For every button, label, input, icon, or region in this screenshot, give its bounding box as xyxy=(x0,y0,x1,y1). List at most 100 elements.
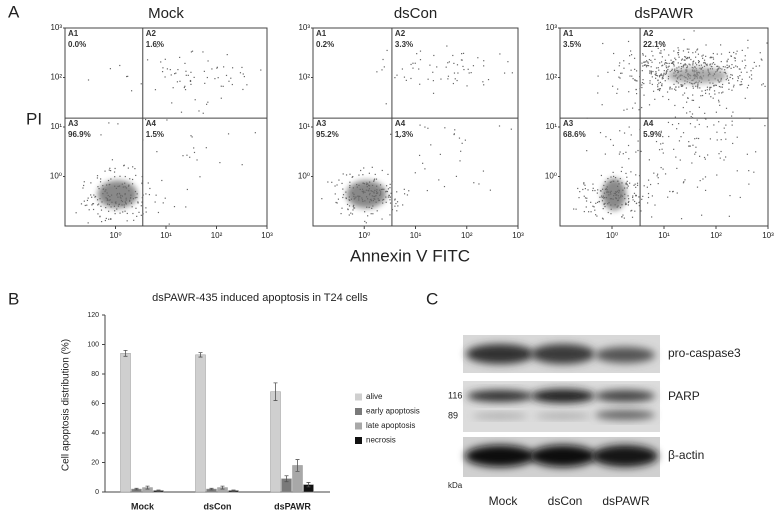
event-dot xyxy=(110,218,112,220)
event-dot xyxy=(109,167,111,169)
event-dot xyxy=(697,137,700,140)
event-dot xyxy=(674,68,676,70)
event-dot xyxy=(675,58,677,61)
event-dot xyxy=(132,212,134,215)
event-dot xyxy=(688,56,691,58)
event-dot xyxy=(755,151,757,153)
event-dot xyxy=(467,68,469,70)
event-dot xyxy=(614,192,617,195)
event-dot xyxy=(374,198,376,200)
event-dot xyxy=(719,157,721,159)
event-dot xyxy=(636,184,639,186)
quadrant-percent: 1.5% xyxy=(146,130,164,139)
event-dot xyxy=(677,52,679,54)
event-dot xyxy=(403,193,406,195)
event-dot xyxy=(99,181,102,183)
event-dot xyxy=(712,52,714,55)
event-dot xyxy=(630,134,632,136)
event-dot xyxy=(184,85,186,87)
event-dot xyxy=(456,79,458,82)
event-dot xyxy=(676,81,678,83)
event-dot xyxy=(592,189,594,192)
event-dot xyxy=(483,65,485,67)
event-dot xyxy=(629,75,631,77)
legend-label: early apoptosis xyxy=(366,407,420,416)
event-dot xyxy=(365,183,368,186)
event-dot xyxy=(709,63,711,65)
event-dot xyxy=(639,201,641,203)
event-dot xyxy=(710,65,712,68)
event-dot xyxy=(644,55,647,57)
y-tick-label: 10¹ xyxy=(545,122,557,131)
event-dot xyxy=(700,95,702,97)
event-dot xyxy=(684,179,686,181)
event-dot xyxy=(179,56,181,59)
event-dot xyxy=(394,199,396,201)
event-dot xyxy=(709,138,711,140)
event-dot xyxy=(620,170,622,173)
event-dot xyxy=(724,132,726,134)
event-dot xyxy=(632,78,634,80)
event-dot xyxy=(601,104,603,106)
band xyxy=(535,413,591,419)
y-tick-label: 100 xyxy=(87,341,99,348)
event-dot xyxy=(361,190,363,192)
plot-title: dsCon xyxy=(394,5,437,22)
event-dot xyxy=(154,89,157,91)
event-dot xyxy=(414,172,416,174)
event-dot xyxy=(626,184,628,186)
event-dot xyxy=(124,193,126,195)
event-dot xyxy=(624,197,626,200)
event-dot xyxy=(612,198,614,200)
event-dot xyxy=(155,194,157,196)
event-dot xyxy=(482,170,485,172)
event-dot xyxy=(689,123,692,125)
event-dot xyxy=(90,182,92,184)
event-dot xyxy=(717,67,719,70)
event-dot xyxy=(641,70,643,72)
event-dot xyxy=(336,202,338,204)
event-dot xyxy=(632,195,634,197)
event-dot xyxy=(362,192,365,194)
event-dot xyxy=(202,51,204,53)
event-dot xyxy=(718,92,720,94)
event-dot xyxy=(107,194,109,197)
event-dot xyxy=(605,136,607,138)
event-dot xyxy=(677,47,679,49)
event-dot xyxy=(364,211,366,213)
event-dot xyxy=(593,206,595,208)
event-dot xyxy=(761,84,763,86)
event-dot xyxy=(645,66,648,68)
event-dot xyxy=(645,61,647,63)
event-dot xyxy=(705,55,707,57)
event-dot xyxy=(162,67,164,69)
event-dot xyxy=(647,61,649,63)
event-dot xyxy=(573,208,575,210)
event-dot xyxy=(372,213,374,215)
event-dot xyxy=(648,104,651,106)
event-dot xyxy=(187,74,189,76)
event-dot xyxy=(141,180,144,182)
plot-title: Mock xyxy=(148,5,184,22)
event-dot xyxy=(694,66,696,68)
event-dot xyxy=(461,142,463,144)
event-dot xyxy=(156,46,158,48)
event-dot xyxy=(359,195,361,198)
y-tick-label: 80 xyxy=(91,371,99,378)
event-dot xyxy=(123,204,125,206)
event-dot xyxy=(190,135,192,137)
event-dot xyxy=(749,118,751,120)
event-dot xyxy=(106,199,108,202)
event-dot xyxy=(429,64,431,66)
event-dot xyxy=(668,62,670,65)
event-dot xyxy=(348,199,350,201)
event-dot xyxy=(634,79,636,81)
event-dot xyxy=(652,90,655,92)
event-dot xyxy=(701,66,703,69)
event-dot xyxy=(130,202,133,204)
event-dot xyxy=(130,90,133,92)
event-dot xyxy=(206,76,208,79)
event-dot xyxy=(761,59,763,61)
event-dot xyxy=(619,130,621,132)
event-dot xyxy=(733,51,735,54)
